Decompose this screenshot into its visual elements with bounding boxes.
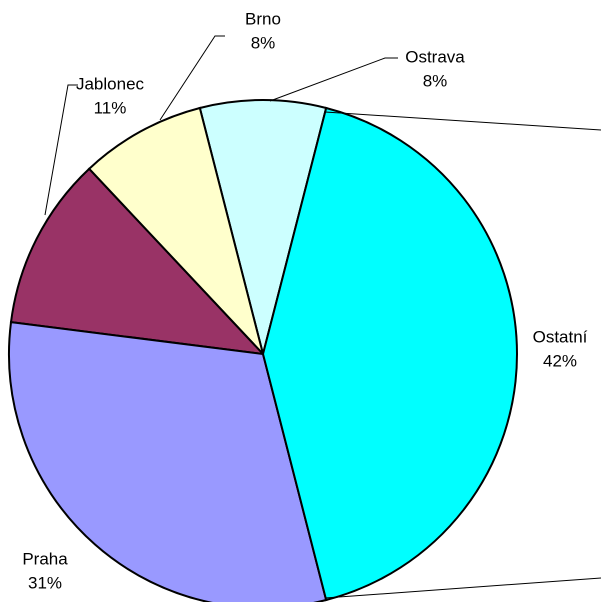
leader-line xyxy=(269,57,398,102)
slice-label: Ostrava xyxy=(405,47,465,66)
slice-value-label: 42% xyxy=(543,351,577,370)
leader-line xyxy=(159,35,225,121)
slice-label: Ostatní xyxy=(533,327,588,346)
slice-value-label: 11% xyxy=(94,98,127,117)
slice-label: Jablonec xyxy=(76,74,145,93)
slice-value-label: 31% xyxy=(28,573,62,592)
slice-label: Praha xyxy=(22,549,68,568)
pie-slice xyxy=(87,106,264,355)
pie-slice xyxy=(9,167,266,356)
pie-slice xyxy=(198,99,328,355)
slice-label: Brno xyxy=(245,9,281,28)
leader-line xyxy=(324,577,601,599)
slice-value-label: 8% xyxy=(423,71,448,90)
pie-slice xyxy=(261,106,518,602)
leader-line xyxy=(324,111,601,131)
leader-line xyxy=(44,84,78,216)
slice-value-label: 8% xyxy=(251,33,276,52)
pie-slice xyxy=(8,321,328,602)
